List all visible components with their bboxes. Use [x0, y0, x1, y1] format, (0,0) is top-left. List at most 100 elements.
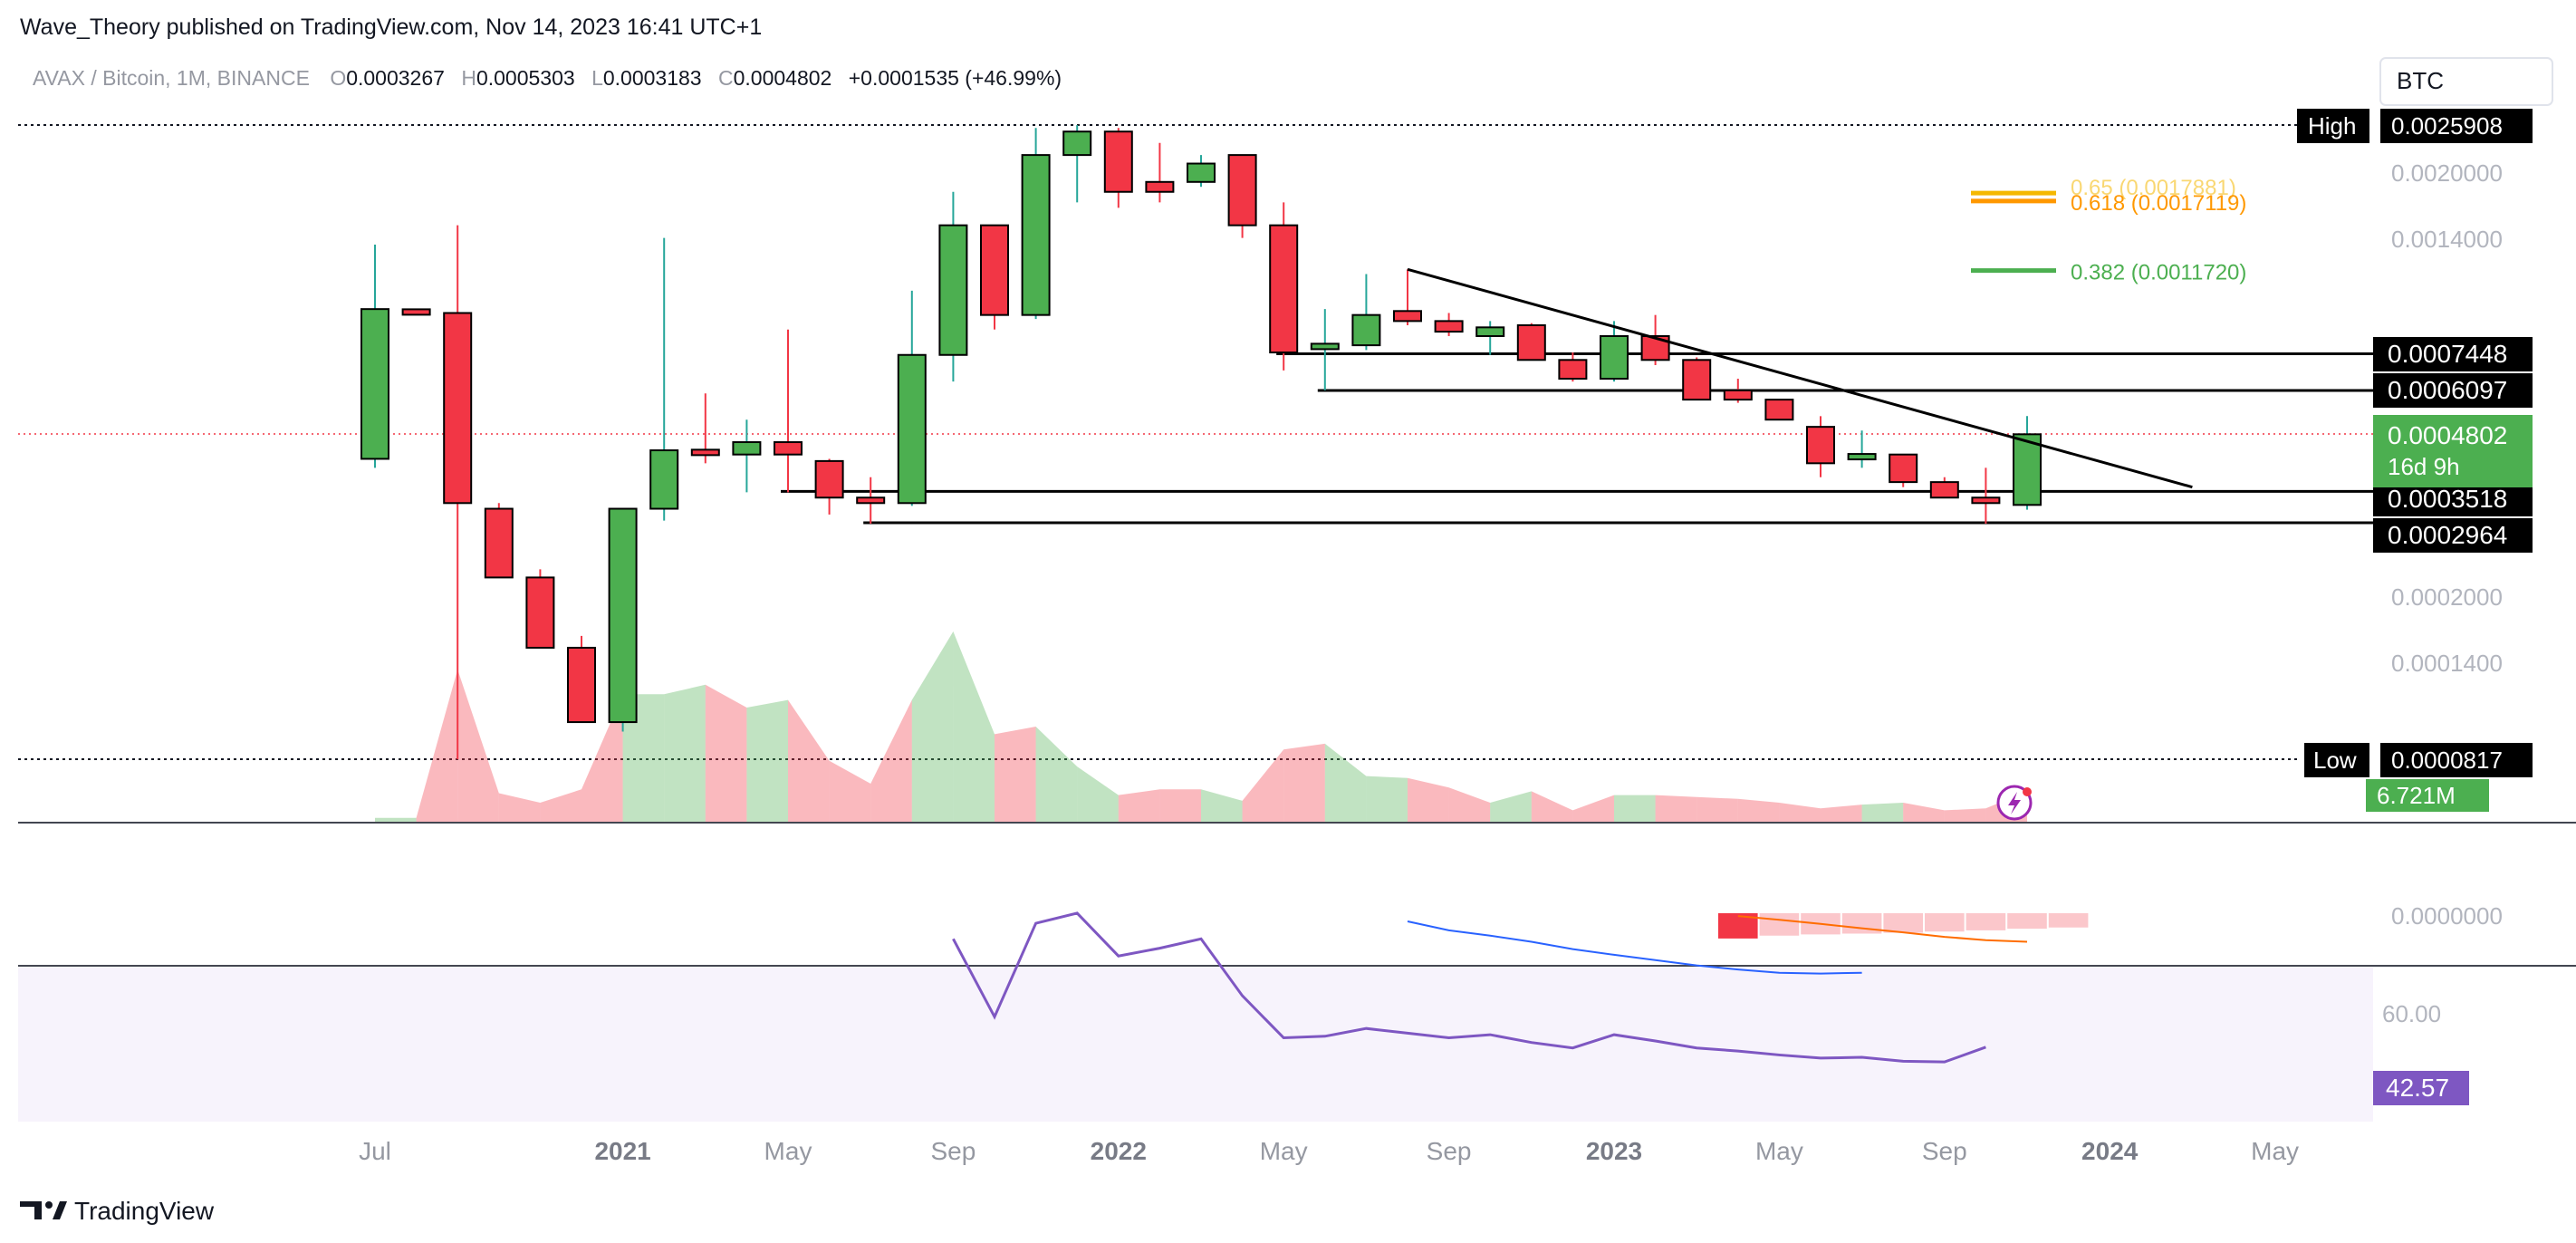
candle-body — [1600, 334, 1629, 381]
rsi-series — [952, 911, 1986, 1064]
candle-body — [401, 308, 431, 316]
high-tag — [2297, 109, 2369, 143]
price-tick: 0.0020000 — [2391, 159, 2503, 187]
level-tag-resistance-1 — [2373, 337, 2533, 371]
tradingview-logo-icon — [20, 1201, 42, 1219]
volume-area-segment — [1408, 777, 1449, 822]
candle-body — [1723, 389, 1753, 401]
time-axis-label: May — [764, 1137, 812, 1165]
rsi-panel-background — [18, 968, 2373, 1122]
candle-body — [1021, 154, 1051, 316]
candle-body — [1310, 342, 1340, 351]
volume-tag — [2366, 779, 2489, 812]
last-price-value: 0.0004802 — [2388, 421, 2507, 449]
volume-area-segment — [1035, 727, 1078, 822]
level-tag-resistance-2 — [2373, 373, 2533, 408]
candle-body — [608, 507, 638, 724]
volume-area-segment — [1531, 791, 1573, 822]
lightning-alert-icon[interactable] — [1996, 785, 2033, 821]
volume-area-segment — [622, 694, 665, 822]
currency-button[interactable]: BTC — [2379, 57, 2553, 106]
tradingview-logo-slash — [53, 1201, 67, 1219]
candle-body — [1806, 426, 1835, 465]
time-axis-label: 2022 — [1091, 1137, 1147, 1165]
volume-area-segment — [498, 793, 541, 822]
rsi-line — [952, 911, 1986, 1064]
countdown-value: 16d 9h — [2388, 453, 2460, 480]
low-value: 0.0000817 — [2391, 747, 2503, 774]
level-value-resistance-1: 0.0007448 — [2388, 340, 2507, 368]
fib-label: 0.382 (0.0011720) — [2071, 261, 2246, 285]
candle-body — [484, 507, 514, 579]
volume-area-segment — [1861, 803, 1904, 822]
volume-area-segment — [1283, 743, 1325, 822]
volume-area-segment — [746, 699, 788, 822]
low-tag-label: Low — [2313, 747, 2357, 774]
volume-area-segment — [416, 670, 458, 822]
candle-body — [1764, 399, 1794, 421]
candle-body — [1929, 481, 1959, 499]
tradingview-logo-dot — [45, 1201, 53, 1209]
legend-close: 0.0004802 — [734, 66, 832, 90]
time-axis-label: 2021 — [594, 1137, 650, 1165]
macd-histogram-bar — [1883, 913, 1923, 933]
candle-body — [1062, 130, 1092, 157]
high-tag-label: High — [2308, 112, 2356, 140]
candle-body — [2013, 433, 2042, 506]
volume-area-segment — [1944, 808, 1986, 822]
level-value-support-2: 0.0002964 — [2388, 521, 2507, 549]
volume-area-segment — [1366, 776, 1408, 822]
currency-button-label[interactable]: BTC — [2397, 67, 2444, 94]
time-axis-label: Jul — [359, 1137, 391, 1165]
candle-body — [856, 496, 886, 505]
trendline-group — [1407, 267, 2193, 489]
volume-area-segment — [1614, 795, 1656, 822]
time-axis[interactable]: Jul 2021 May Sep 2022 May Sep 2023 May Sep 2024 May — [359, 1137, 2299, 1165]
candle-body — [1145, 180, 1175, 193]
time-axis-label: Sep — [1427, 1137, 1472, 1165]
legend-h-label: H — [461, 66, 476, 90]
candle-body — [938, 224, 968, 356]
legend-high: 0.0005303 — [476, 66, 575, 90]
candle-body — [1227, 154, 1257, 226]
candle-body — [1971, 496, 2001, 505]
alert-icon-dot — [2023, 787, 2032, 796]
fib-levels: 0.65 (0.0017881)0.618 (0.0017119) 0.382 (… — [1971, 176, 2246, 285]
volume-area-segment — [457, 670, 499, 822]
price-tick: 0.0014000 — [2391, 226, 2503, 253]
alert-icon-bolt[interactable] — [2008, 792, 2021, 814]
footer-brand[interactable]: TradingView — [74, 1197, 215, 1225]
volume-series — [375, 631, 2027, 822]
candle-body — [1558, 359, 1588, 381]
volume-area-segment — [1242, 749, 1284, 822]
volume-area-segment — [1572, 795, 1614, 822]
time-axis-label: May — [1755, 1137, 1803, 1165]
candle-body — [1516, 323, 1546, 361]
legend-symbol[interactable]: AVAX / Bitcoin, 1M, BINANCE — [33, 66, 310, 90]
legend-open: 0.0003267 — [346, 66, 445, 90]
rsi-tag — [2373, 1071, 2469, 1105]
macd-line — [1407, 920, 1862, 975]
currency-button-frame[interactable] — [2379, 57, 2553, 106]
candle-body — [567, 646, 596, 724]
candle-series — [360, 125, 2042, 759]
candle-body — [814, 459, 844, 499]
volume-area-segment — [1201, 789, 1243, 822]
level-tag-support-2 — [2373, 518, 2533, 553]
candle-body — [690, 448, 720, 457]
macd-histogram-bar — [1759, 913, 1800, 936]
candle-body — [525, 576, 555, 649]
macd-series — [1407, 913, 2089, 975]
volume-value: 6.721M — [2377, 782, 2456, 809]
volume-area-segment — [995, 727, 1036, 822]
candle-body — [1847, 453, 1877, 461]
macd-signal-line — [1737, 915, 2028, 943]
macd-histogram-bar — [2048, 913, 2089, 928]
level-value-support-1: 0.0003518 — [2388, 485, 2507, 513]
macd-histogram-bar — [1925, 913, 1965, 932]
tradingview-logo[interactable]: TradingView — [20, 1197, 215, 1225]
fib-label: 0.618 (0.0017119) — [2071, 191, 2246, 216]
volume-area-segment — [1324, 743, 1367, 822]
legend-change: +0.0001535 (+46.99%) — [849, 66, 1062, 90]
